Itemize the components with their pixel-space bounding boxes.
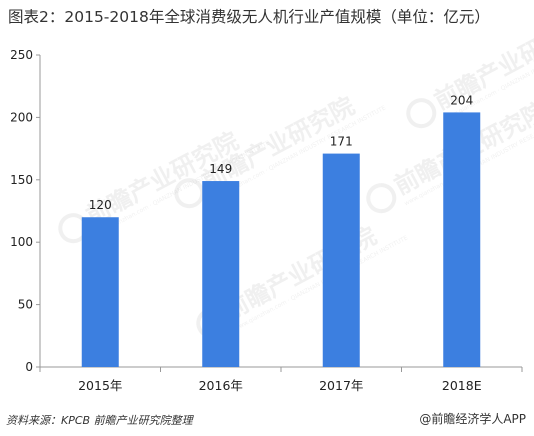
bar: [443, 112, 481, 368]
bar: [322, 153, 360, 367]
bars: [81, 112, 481, 368]
y-tick-label: 200: [10, 110, 33, 124]
bar: [202, 181, 240, 367]
brand-credit: @前瞻经济学人APP: [419, 412, 526, 426]
watermark-logo-icon: [174, 178, 205, 209]
source-note: 资料来源：KPCB 前瞻产业研究院整理: [6, 414, 193, 427]
chart-title: 图表2：2015-2018年全球消费级无人机行业产值规模（单位：亿元）: [8, 8, 490, 26]
y-tick-label: 50: [18, 298, 33, 312]
data-label: 204: [450, 93, 473, 107]
axes: 0 50 100 150 200 250 2015年 2016年 2017年 2018E: [10, 48, 523, 393]
data-label: 171: [330, 135, 353, 149]
x-tick-label: 2018E: [442, 378, 482, 393]
watermark-logo-icon: [406, 98, 437, 129]
y-tick-label: 0: [25, 360, 33, 374]
data-label: 149: [209, 162, 232, 176]
x-tick-label: 2017年: [319, 378, 363, 393]
watermark-logo-icon: [366, 183, 397, 214]
data-label: 120: [89, 198, 112, 212]
y-tick-label: 250: [10, 48, 33, 62]
x-tick-label: 2016年: [199, 378, 243, 393]
y-tick-label: 150: [10, 173, 33, 187]
x-tick-label: 2015年: [78, 378, 122, 393]
bar: [81, 217, 119, 367]
y-tick-label: 100: [10, 235, 33, 249]
data-labels: 120 149 171 204: [89, 93, 473, 212]
